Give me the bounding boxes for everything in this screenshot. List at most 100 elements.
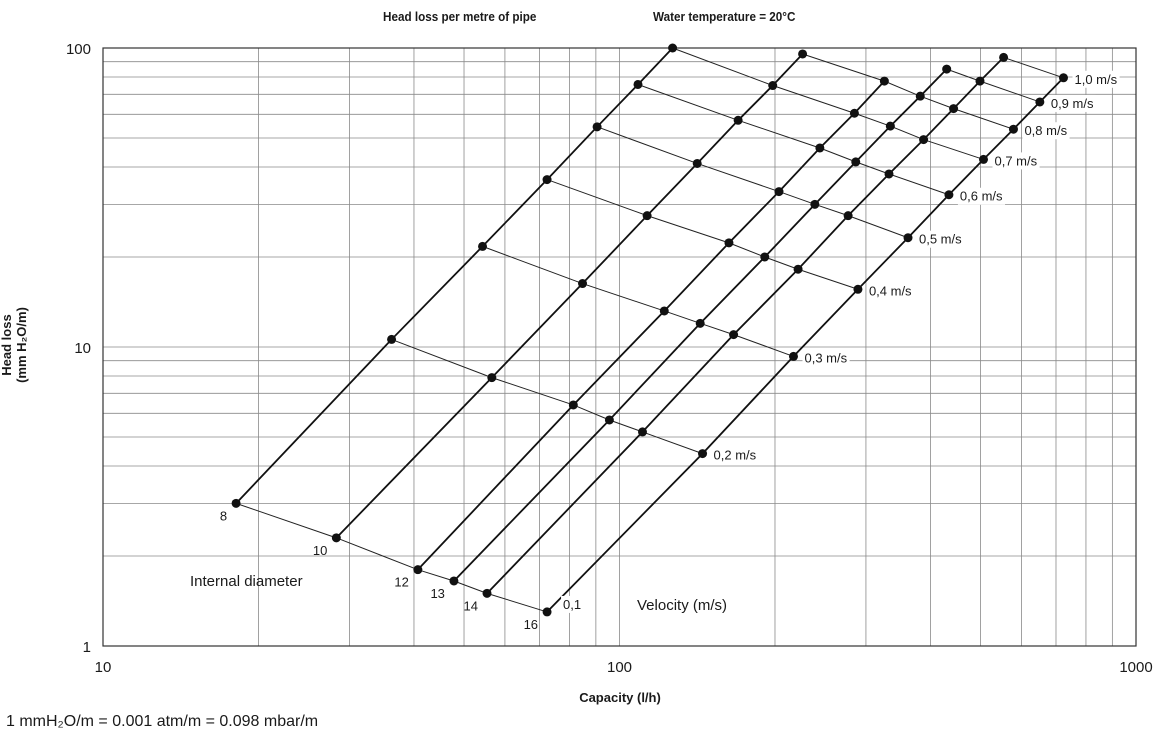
plot-frame <box>102 47 1137 647</box>
velocity-line <box>391 338 703 455</box>
data-point <box>853 284 863 294</box>
x-tick-label: 10 <box>95 659 112 676</box>
data-point <box>999 52 1009 62</box>
data-point <box>659 306 669 316</box>
velocity-label: 0,6 m/s <box>960 189 1003 204</box>
velocity-line <box>672 47 984 160</box>
velocity-line <box>637 84 950 196</box>
data-point <box>568 400 578 410</box>
series-line-16 <box>546 77 1065 613</box>
diameter-label-12: 12 <box>394 575 408 590</box>
internal-diameter-label: Internal diameter <box>190 573 303 590</box>
data-point <box>849 108 859 118</box>
data-point <box>1035 97 1045 107</box>
series-line-14 <box>486 56 1005 594</box>
data-point <box>879 76 889 86</box>
y-axis-label-line-1: Head loss <box>0 314 14 376</box>
data-point <box>944 190 954 200</box>
chart-title: Head loss per metre of pipe <box>383 9 537 24</box>
data-point <box>885 121 895 131</box>
data-point <box>413 565 423 575</box>
velocity-label-bg <box>561 595 584 613</box>
data-point <box>695 318 705 328</box>
y-axis-label-line-2: (mm H₂O/m) <box>14 307 29 383</box>
diameter-label-13: 13 <box>430 586 444 601</box>
data-point <box>774 187 784 197</box>
velocity-label-bg <box>1048 94 1096 112</box>
data-point <box>231 498 241 508</box>
data-point <box>903 233 913 243</box>
series-line-10 <box>335 53 804 539</box>
velocity-line <box>596 126 909 239</box>
y-tick-label: 100 <box>66 41 91 58</box>
velocity-label-bg <box>711 446 759 464</box>
data-point <box>668 43 678 53</box>
data-point <box>482 588 492 598</box>
velocity-label: 0,9 m/s <box>1051 96 1094 111</box>
chart-condition: Water temperature = 20°C <box>653 9 796 24</box>
velocity-label: 0,5 m/s <box>919 232 962 247</box>
x-tick-label: 1000 <box>1119 659 1152 676</box>
velocity-label-bg <box>1072 70 1120 88</box>
diameter-label-10: 10 <box>313 543 327 558</box>
velocity-label-bg <box>802 349 850 367</box>
velocity-label: 0,1 <box>563 597 581 612</box>
velocity-axis-label: Velocity (m/s) <box>637 597 727 614</box>
velocity-label-bg <box>957 187 1006 205</box>
diameter-label-14: 14 <box>464 598 478 613</box>
velocity-label: 0,3 m/s <box>804 350 847 365</box>
y-tick-label: 10 <box>74 340 91 357</box>
x-tick-label: 100 <box>607 659 632 676</box>
data-point <box>633 79 643 89</box>
data-point <box>915 91 925 101</box>
data-point <box>788 351 798 361</box>
data-point <box>760 252 770 262</box>
velocity-line <box>235 502 548 613</box>
data-point <box>810 199 820 209</box>
diameter-label-8: 8 <box>220 508 227 523</box>
data-point <box>698 449 708 459</box>
data-point <box>478 241 488 251</box>
data-point <box>642 211 652 221</box>
data-point <box>604 415 614 425</box>
data-point <box>542 607 552 617</box>
diameter-label-16: 16 <box>524 617 538 632</box>
data-point <box>942 64 952 74</box>
x-axis-label: Capacity (l/h) <box>579 690 661 705</box>
data-point <box>387 334 397 344</box>
data-point <box>949 104 959 114</box>
velocity-label: 0,8 m/s <box>1024 123 1067 138</box>
data-point <box>884 169 894 179</box>
series-line-8 <box>235 47 674 504</box>
data-point <box>768 81 778 91</box>
data-point <box>919 135 929 145</box>
data-point <box>331 533 341 543</box>
data-point <box>1008 124 1018 134</box>
data-point <box>975 76 985 86</box>
data-point <box>843 211 853 221</box>
data-point <box>733 115 743 125</box>
velocity-label-bg <box>1022 122 1070 140</box>
data-point <box>729 330 739 340</box>
data-point <box>578 279 588 289</box>
data-point <box>851 157 861 167</box>
series-line-12 <box>417 80 886 571</box>
velocity-label: 0,7 m/s <box>995 153 1038 168</box>
data-point <box>793 264 803 274</box>
velocity-label: 1,0 m/s <box>1074 72 1117 87</box>
velocity-label: 0,4 m/s <box>869 283 912 298</box>
velocity-line <box>946 68 1041 103</box>
data-point <box>542 175 552 185</box>
data-point <box>815 143 825 153</box>
velocity-label: 0,2 m/s <box>714 448 757 463</box>
velocity-line <box>482 245 794 357</box>
velocity-line <box>802 53 1014 130</box>
data-point <box>1058 73 1068 83</box>
velocity-line <box>1003 56 1064 79</box>
unit-conversion-note: 1 mmH₂O/m = 0.001 atm/m = 0.098 mbar/m <box>6 713 319 730</box>
data-point <box>638 427 648 437</box>
velocity-label-bg <box>992 152 1040 170</box>
y-axis-label: Head loss (mm H₂O/m) <box>0 307 29 383</box>
data-point <box>692 158 702 168</box>
data-point <box>798 49 808 59</box>
